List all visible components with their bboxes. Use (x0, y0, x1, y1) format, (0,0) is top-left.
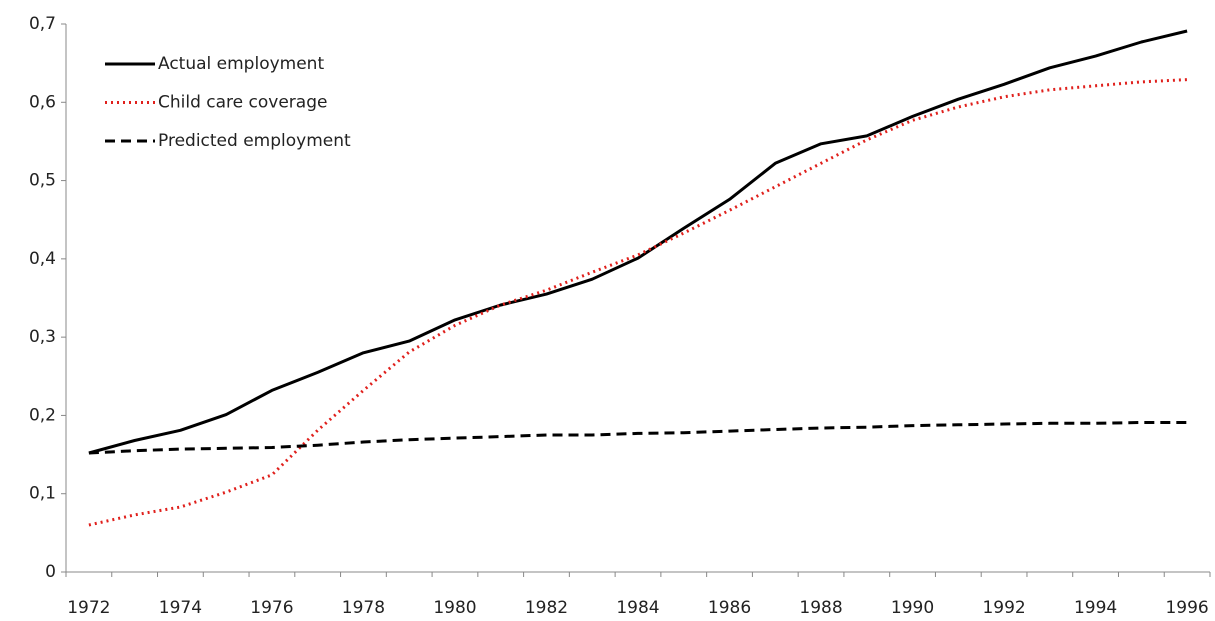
y-tick-label: 0,2 (29, 405, 56, 425)
y-tick-label: 0,4 (29, 249, 56, 269)
x-tick-label: 1996 (1165, 598, 1208, 618)
legend-label: Predicted employment (158, 131, 351, 151)
x-tick-label: 1992 (982, 598, 1025, 618)
x-tick-label: 1988 (799, 598, 842, 618)
x-tick-label: 1984 (616, 598, 659, 618)
x-tick-label: 1978 (342, 598, 385, 618)
x-tick-label: 1994 (1074, 598, 1117, 618)
y-tick-label: 0,5 (29, 171, 56, 191)
x-tick-label: 1990 (891, 598, 934, 618)
x-tick-label: 1982 (525, 598, 568, 618)
series-line (88, 421, 1188, 455)
y-tick-label: 0,7 (29, 14, 56, 34)
series-line (88, 29, 1188, 455)
y-tick-label: 0 (45, 562, 56, 582)
y-tick-label: 0,3 (29, 327, 56, 347)
x-tick-label: 1972 (67, 598, 110, 618)
legend-label: Child care coverage (158, 93, 327, 113)
x-tick-label: 1974 (159, 598, 202, 618)
x-tick-label: 1980 (433, 598, 476, 618)
legend-label: Actual employment (158, 54, 324, 74)
x-tick-label: 1986 (708, 598, 751, 618)
y-tick-label: 0,1 (29, 484, 56, 504)
x-tick-label: 1976 (250, 598, 293, 618)
y-tick-label: 0,6 (29, 92, 56, 112)
